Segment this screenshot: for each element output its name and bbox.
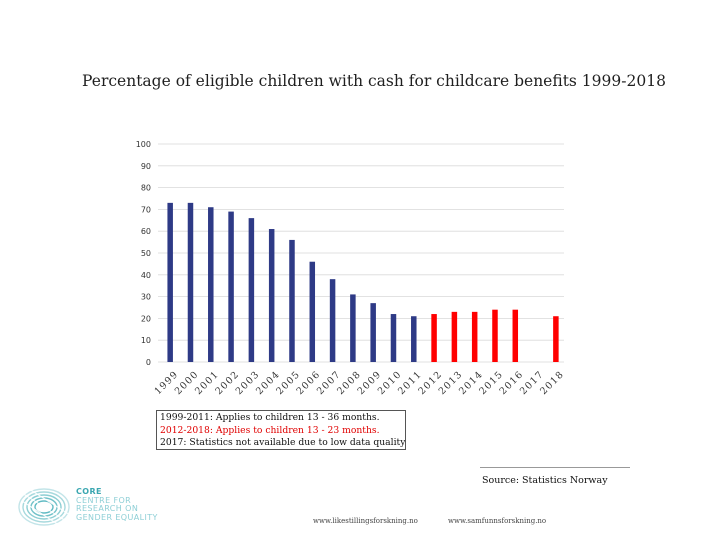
chart-title: Percentage of eligible children with cas… [82,72,666,90]
source-text: Source: Statistics Norway [482,475,608,486]
core-logo-icon [18,486,71,528]
bar-2012 [431,314,437,362]
notes-box: 1999-2011: Applies to children 13 - 36 m… [156,410,406,450]
y-tick-label: 30 [141,293,151,302]
bar-2018 [553,316,559,362]
note-line-1: 1999-2011: Applies to children 13 - 36 m… [160,412,380,423]
bar-2010 [390,314,397,362]
y-tick-label: 100 [136,140,151,149]
bar-1999 [167,202,173,362]
bar-2013 [451,311,458,362]
bar-2002 [228,211,234,362]
note-line-3: 2017: Statistics not available due to lo… [160,437,406,448]
url-likestilling[interactable]: www.likestillingsforskning.no [313,517,418,525]
logo-line-3: RESEARCH ON [76,504,139,514]
source-divider [480,467,630,468]
y-tick-label: 60 [141,227,151,236]
y-tick-label: 0 [146,358,151,367]
bar-2001 [208,207,214,362]
y-tick-label: 10 [141,336,151,345]
bar-2000 [187,202,194,362]
bar-2004 [268,229,275,362]
bar-2015 [492,309,498,362]
y-tick-label: 50 [141,249,151,258]
url-samfunns[interactable]: www.samfunnsforskning.no [448,517,547,525]
note-line-2: 2012-2018: Applies to children 13 - 23 m… [160,424,380,436]
y-tick-label: 40 [141,271,151,280]
y-tick-label: 70 [141,205,151,214]
logo-line-4: GENDER EQUALITY [76,512,158,522]
bar-2016 [512,309,519,362]
y-tick-label: 80 [141,184,151,193]
bar-2006 [309,261,316,362]
logo-text: CORE CENTRE FOR RESEARCH ON GENDER EQUAL… [76,487,158,522]
bar-2011 [411,316,417,362]
bar-2003 [248,218,255,362]
bar-2005 [289,239,295,362]
logo-line-2: CENTRE FOR [76,495,132,505]
y-tick-label: 20 [141,314,151,323]
bar-2008 [350,294,356,362]
logo-line-1: CORE [76,487,102,496]
y-tick-label: 90 [141,162,151,171]
bar-2007 [329,279,336,362]
bar-2009 [370,303,376,362]
bar-2014 [471,311,478,362]
